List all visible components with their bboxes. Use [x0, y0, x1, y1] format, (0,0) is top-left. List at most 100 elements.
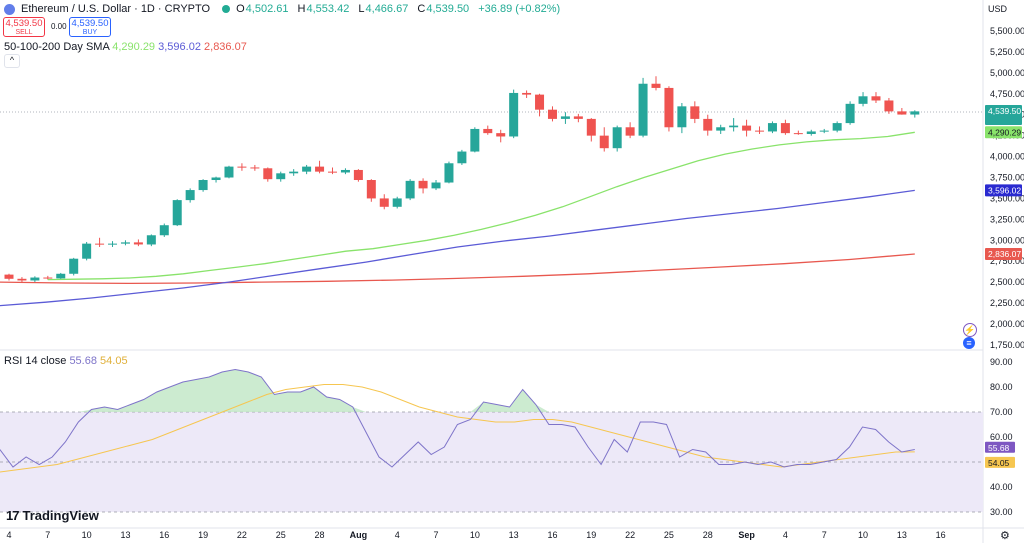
close-label: C: [417, 3, 426, 15]
price-tick-label: 3,750.00: [990, 173, 1024, 183]
candle-down: [496, 133, 506, 137]
ohlc-values: O4,502.61 H4,553.42 L4,466.67 C4,539.50 …: [236, 3, 566, 15]
open-value: 4,502.61: [245, 3, 289, 15]
candle-down: [43, 277, 53, 279]
time-tick-label: 16: [547, 530, 557, 540]
rsi-ma-badge: 54.05: [988, 458, 1010, 468]
candle-up: [431, 182, 441, 189]
candle-down: [690, 106, 700, 119]
low-label: L: [358, 3, 365, 15]
sma50-badge-bg: [985, 126, 1022, 139]
candle-up: [120, 242, 130, 244]
candle-up: [69, 258, 79, 274]
candle-down: [535, 94, 545, 110]
sma200-value: 2,836.07: [204, 41, 247, 53]
symbol-title[interactable]: Ethereum / U.S. Dollar · 1D · CRYPTO: [21, 3, 211, 15]
price-tick-label: 5,000.00: [990, 68, 1024, 78]
tradingview-mark-icon: 17: [6, 508, 20, 523]
candle-down: [17, 278, 27, 281]
rsi-legend[interactable]: RSI 14 close 55.68 54.05: [4, 355, 128, 367]
sma50-value: 4,290.29: [112, 41, 156, 53]
time-tick-label: 10: [82, 530, 92, 540]
sell-button[interactable]: 4,539.50 SELL: [3, 17, 45, 37]
rsi-tick-label: 40.00: [990, 482, 1013, 492]
currency-label[interactable]: USD: [988, 4, 1008, 14]
candle-up: [405, 180, 415, 199]
candle-up: [612, 127, 622, 149]
candle-up: [470, 128, 480, 152]
price-tick-label: 1,750.00: [990, 340, 1024, 350]
time-tick-label: 16: [159, 530, 169, 540]
last-price-badge: 4,539.50: [988, 106, 1021, 116]
time-tick-label: 13: [120, 530, 130, 540]
low-value: 4,466.67: [365, 3, 409, 15]
time-tick-label: 25: [276, 530, 286, 540]
candle-up: [30, 277, 40, 281]
candle-up: [832, 123, 842, 131]
candle-down: [780, 123, 790, 134]
lightning-icon[interactable]: ⚡: [963, 323, 977, 337]
candle-down: [664, 87, 674, 128]
collapse-legend-button[interactable]: ^: [4, 54, 20, 68]
rsi-tick-label: 90.00: [990, 357, 1013, 367]
rsi-overbought-fill: [78, 369, 549, 412]
candle-down: [353, 169, 363, 181]
candle-up: [638, 83, 648, 136]
candle-down: [95, 243, 105, 245]
price-tick-label: 4,750.00: [990, 89, 1024, 99]
change-value: +36.89 (+0.82%): [478, 3, 561, 15]
candle-down: [366, 180, 376, 199]
rsi-tick-label: 60.00: [990, 432, 1013, 442]
flag-icon[interactable]: ≡: [963, 337, 975, 349]
candle-down: [573, 116, 583, 119]
candle-up: [185, 190, 195, 201]
rsi-value: 55.68: [69, 355, 97, 367]
sma50-line: [47, 131, 915, 281]
ethereum-icon: [4, 3, 15, 15]
sell-price: 4,539.50: [5, 18, 43, 29]
candle-up: [845, 103, 855, 124]
spread-value: 0.00: [51, 22, 67, 31]
high-value: 4,553.42: [306, 3, 350, 15]
sma200-line: [0, 253, 915, 285]
candle-down: [522, 92, 532, 95]
sma-legend[interactable]: 50-100-200 Day SMA 4,290.29 3,596.02 2,8…: [4, 41, 247, 53]
rsi-tick-label: 80.00: [990, 382, 1013, 392]
candle-up: [729, 125, 739, 128]
open-label: O: [236, 3, 245, 15]
candle-up: [172, 200, 182, 226]
candle-up: [457, 151, 467, 164]
sma200-badge: 2,836.07: [988, 249, 1021, 259]
time-tick-label: 22: [625, 530, 635, 540]
candle-up: [276, 173, 286, 180]
candle-up: [392, 198, 402, 207]
candle-down: [755, 130, 765, 132]
gear-icon[interactable]: ⚙: [1000, 530, 1010, 542]
candle-down: [793, 133, 803, 135]
time-tick-label: 10: [470, 530, 480, 540]
logo-text: TradingView: [22, 508, 99, 523]
time-tick-label: 19: [586, 530, 596, 540]
rsi-ma-badge-bg: [985, 456, 1015, 468]
candle-up: [677, 106, 687, 128]
high-label: H: [297, 3, 306, 15]
tradingview-logo[interactable]: 17 TradingView: [6, 508, 99, 523]
last-price-bg: [985, 105, 1022, 125]
candle-down: [483, 128, 493, 134]
time-tick-label: 13: [897, 530, 907, 540]
sma200-badge-bg: [985, 248, 1022, 261]
candle-up: [806, 131, 816, 134]
candle-down: [379, 198, 389, 207]
sma100-line: [0, 189, 915, 307]
candle-up: [108, 243, 118, 245]
candle-up: [289, 171, 299, 174]
close-value: 4,539.50: [426, 3, 470, 15]
time-tick-label: 19: [198, 530, 208, 540]
sma100-value: 3,596.02: [158, 41, 201, 53]
time-tick-label: 7: [434, 530, 439, 540]
time-tick-label: 28: [703, 530, 713, 540]
buy-button[interactable]: 4,539.50 BUY: [69, 17, 111, 37]
candle-down: [418, 180, 428, 189]
price-tick-label: 2,000.00: [990, 319, 1024, 329]
